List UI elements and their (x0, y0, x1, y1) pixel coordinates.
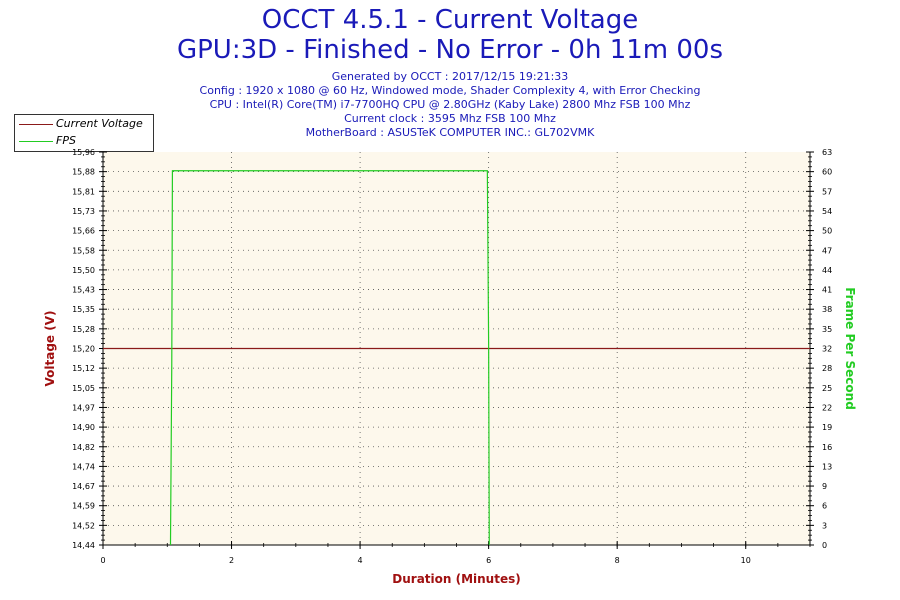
y-tick-label: 15,81 (72, 187, 95, 196)
series-lines (103, 170, 810, 546)
y2-tick-label: 13 (822, 462, 832, 471)
y2-tick-label: 41 (822, 286, 832, 295)
y2-tick-label: 25 (822, 384, 832, 393)
y-tick-label: 15,66 (72, 227, 95, 236)
legend-swatch-fps (19, 141, 53, 142)
y-tick-label: 15,28 (72, 325, 95, 334)
y2-tick-label: 47 (822, 246, 832, 255)
y2-tick-label: 3 (822, 521, 827, 530)
y2-tick-label: 0 (822, 541, 827, 550)
x-axis-title: Duration (Minutes) (392, 572, 520, 586)
y2-tick-label: 32 (822, 345, 832, 354)
y2-tick-label: 16 (822, 443, 832, 452)
y-tick-label: 15,58 (72, 246, 95, 255)
y-tick-label: 14,59 (72, 502, 95, 511)
chart-title: OCCT 4.5.1 - Current Voltage (261, 5, 639, 35)
y-tick-label: 15,12 (72, 364, 95, 373)
y-tick-label: 15,20 (72, 345, 95, 354)
info-config: Config : 1920 x 1080 @ 60 Hz, Windowed m… (199, 84, 701, 97)
y-tick-label: 15,88 (72, 168, 95, 177)
y2-tick-label: 60 (822, 168, 832, 177)
y2-tick-label: 9 (822, 482, 827, 491)
y-tick-label: 14,67 (72, 482, 95, 491)
y-axis-title-fps: Frame Per Second (843, 287, 857, 410)
x-tick-label: 4 (358, 556, 363, 565)
legend-item-fps: FPS (15, 133, 153, 149)
y-tick-label: 15,35 (72, 305, 95, 314)
y-tick-label: 15,50 (72, 266, 95, 275)
legend-item-voltage: Current Voltage (15, 116, 153, 132)
y-tick-label: 15,05 (72, 384, 95, 393)
legend-label-voltage: Current Voltage (56, 117, 143, 130)
y2-tick-label: 19 (822, 423, 832, 432)
y-tick-label: 15,96 (72, 148, 95, 157)
y-tick-label: 14,74 (72, 462, 95, 471)
x-tick-label: 8 (615, 556, 620, 565)
y-tick-label: 14,97 (72, 403, 95, 412)
y-tick-label: 14,82 (72, 443, 95, 452)
y-tick-label: 14,90 (72, 423, 95, 432)
y2-tick-label: 44 (822, 266, 832, 275)
chart-subtitle: GPU:3D - Finished - No Error - 0h 11m 00… (176, 35, 723, 65)
y2-tick-label: 63 (822, 148, 832, 157)
y2-tick-label: 6 (822, 502, 827, 511)
y-tick-label: 14,52 (72, 521, 95, 530)
y2-tick-label: 57 (822, 187, 832, 196)
grid-lines (103, 152, 810, 545)
y-tick-label: 14,44 (72, 541, 95, 550)
y-tick-label: 15,73 (72, 207, 95, 216)
chart-legend: Current Voltage FPS (14, 114, 154, 152)
fps-series-line (169, 170, 490, 546)
x-tick-label: 0 (100, 556, 105, 565)
y2-tick-label: 22 (822, 403, 832, 412)
info-cpu: CPU : Intel(R) Core(TM) i7-7700HQ CPU @ … (209, 98, 691, 111)
y-tick-label: 15,43 (72, 286, 95, 295)
x-tick-label: 10 (741, 556, 751, 565)
info-motherboard: MotherBoard : ASUSTeK COMPUTER INC.: GL7… (305, 126, 595, 139)
x-tick-label: 2 (229, 556, 234, 565)
x-tick-label: 6 (486, 556, 491, 565)
y2-tick-label: 28 (822, 364, 832, 373)
info-clock: Current clock : 3595 Mhz FSB 100 Mhz (344, 112, 556, 125)
legend-label-fps: FPS (56, 134, 76, 147)
y2-tick-label: 54 (822, 207, 832, 216)
y2-tick-label: 50 (822, 227, 832, 236)
y2-tick-label: 38 (822, 305, 832, 314)
legend-swatch-voltage (19, 124, 53, 125)
info-generated: Generated by OCCT : 2017/12/15 19:21:33 (331, 70, 569, 83)
y-axis-title-voltage: Voltage (V) (43, 311, 57, 387)
y2-tick-label: 35 (822, 325, 832, 334)
